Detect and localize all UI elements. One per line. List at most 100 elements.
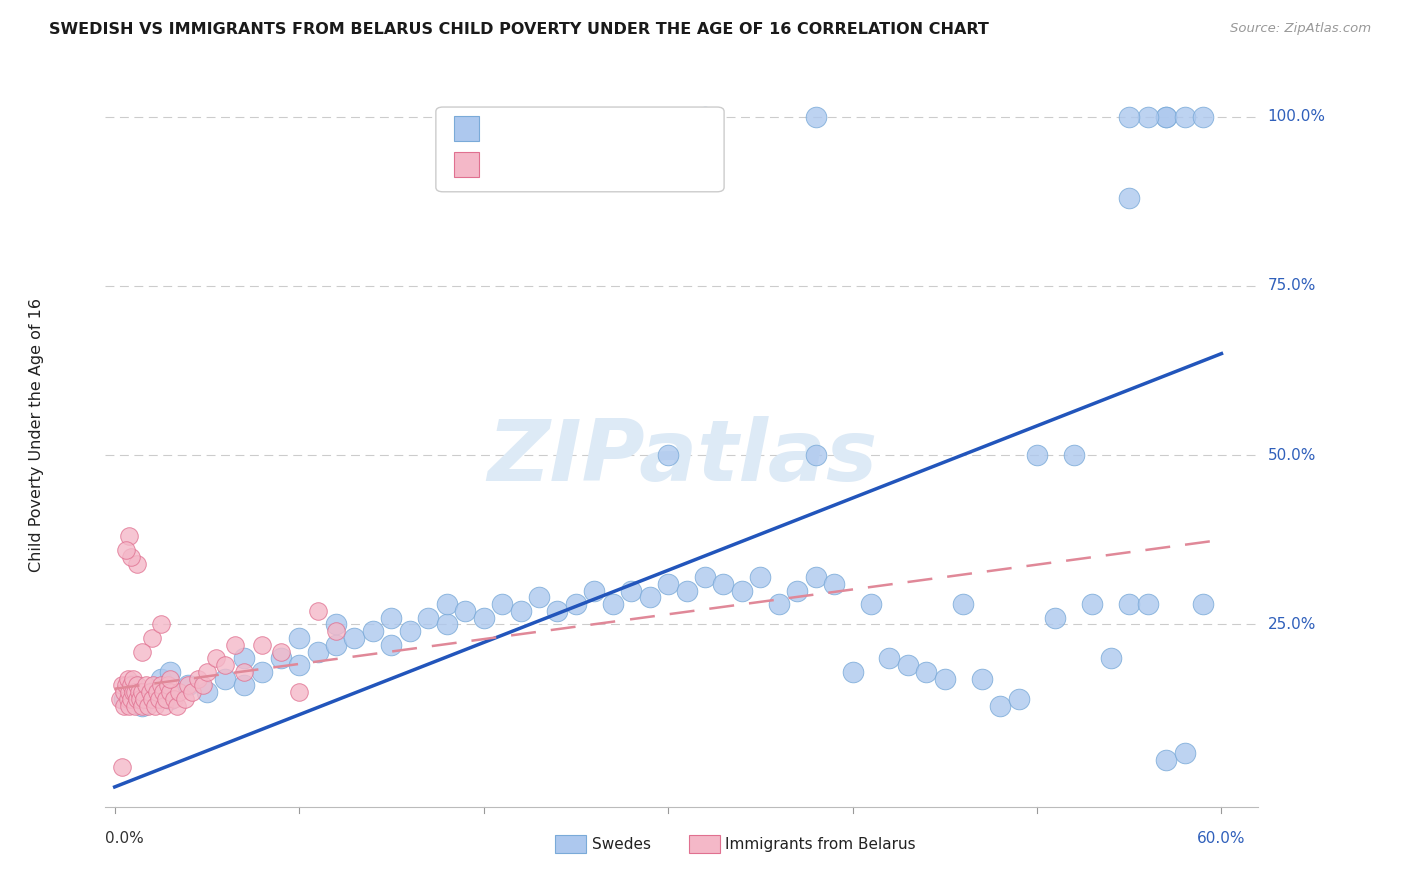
Point bbox=[1136, 110, 1159, 124]
Text: Child Poverty Under the Age of 16: Child Poverty Under the Age of 16 bbox=[28, 298, 44, 572]
Point bbox=[768, 597, 790, 611]
Point bbox=[125, 692, 148, 706]
Point bbox=[1063, 448, 1085, 462]
Point bbox=[112, 692, 135, 706]
Point bbox=[1192, 597, 1215, 611]
Point bbox=[120, 692, 142, 706]
Point bbox=[859, 597, 882, 611]
Point bbox=[1174, 110, 1197, 124]
Point bbox=[138, 685, 160, 699]
Point bbox=[527, 591, 550, 605]
Point bbox=[114, 678, 136, 692]
Text: N = 63: N = 63 bbox=[633, 156, 690, 174]
Point bbox=[149, 672, 172, 686]
Point bbox=[952, 597, 974, 611]
Point bbox=[418, 610, 440, 624]
Point bbox=[252, 665, 274, 679]
Text: R = 0.556: R = 0.556 bbox=[491, 120, 574, 138]
Point bbox=[117, 692, 139, 706]
Point bbox=[638, 591, 661, 605]
Point bbox=[195, 685, 218, 699]
Point bbox=[380, 610, 402, 624]
Point bbox=[288, 631, 311, 645]
Point bbox=[136, 698, 159, 713]
Point bbox=[288, 658, 311, 673]
Point bbox=[143, 698, 166, 713]
Text: 100.0%: 100.0% bbox=[1268, 109, 1326, 124]
Point bbox=[343, 631, 366, 645]
Point bbox=[142, 678, 165, 692]
Point bbox=[491, 597, 513, 611]
Point bbox=[177, 678, 200, 692]
Point bbox=[125, 678, 148, 692]
Point bbox=[148, 692, 170, 706]
Point bbox=[583, 583, 606, 598]
Point bbox=[436, 617, 458, 632]
Point bbox=[786, 583, 808, 598]
Point bbox=[325, 624, 347, 639]
Point bbox=[181, 685, 204, 699]
Point bbox=[398, 624, 420, 639]
Point bbox=[153, 698, 176, 713]
Point bbox=[159, 685, 181, 699]
Point bbox=[325, 638, 347, 652]
Point bbox=[934, 672, 956, 686]
Point bbox=[232, 665, 254, 679]
Point bbox=[270, 651, 292, 665]
Point bbox=[1026, 448, 1049, 462]
Point bbox=[252, 638, 274, 652]
Point bbox=[134, 692, 156, 706]
Point bbox=[118, 529, 141, 543]
Point bbox=[307, 644, 329, 658]
Point bbox=[193, 678, 215, 692]
Point bbox=[509, 604, 531, 618]
Point bbox=[205, 651, 228, 665]
Text: Immigrants from Belarus: Immigrants from Belarus bbox=[725, 838, 917, 852]
Point bbox=[155, 692, 177, 706]
Point bbox=[167, 685, 190, 699]
Point bbox=[232, 651, 254, 665]
Point bbox=[195, 665, 218, 679]
Point bbox=[1045, 610, 1067, 624]
Point bbox=[1007, 692, 1029, 706]
Point bbox=[879, 651, 901, 665]
Point bbox=[159, 665, 181, 679]
Text: N = 72: N = 72 bbox=[633, 120, 690, 138]
Point bbox=[141, 685, 163, 699]
Point bbox=[1154, 753, 1177, 767]
Point bbox=[146, 685, 169, 699]
Point bbox=[1154, 110, 1177, 124]
Point bbox=[565, 597, 588, 611]
Point bbox=[897, 658, 920, 673]
Text: SWEDISH VS IMMIGRANTS FROM BELARUS CHILD POVERTY UNDER THE AGE OF 16 CORRELATION: SWEDISH VS IMMIGRANTS FROM BELARUS CHILD… bbox=[49, 22, 988, 37]
Point bbox=[823, 577, 845, 591]
Point bbox=[657, 448, 679, 462]
Point bbox=[131, 685, 153, 699]
Point bbox=[131, 698, 153, 713]
Text: Swedes: Swedes bbox=[592, 838, 651, 852]
Point bbox=[111, 759, 134, 773]
Point bbox=[108, 692, 131, 706]
Point bbox=[1081, 597, 1104, 611]
Point bbox=[131, 698, 153, 713]
Point bbox=[122, 678, 145, 692]
Point bbox=[128, 685, 150, 699]
Point bbox=[988, 698, 1011, 713]
Point bbox=[214, 658, 236, 673]
Point bbox=[112, 698, 135, 713]
Point bbox=[177, 678, 200, 692]
Point bbox=[149, 678, 172, 692]
Point bbox=[131, 644, 153, 658]
Point bbox=[159, 672, 181, 686]
Point bbox=[1118, 110, 1140, 124]
Point bbox=[122, 672, 145, 686]
Point bbox=[288, 685, 311, 699]
Point bbox=[436, 597, 458, 611]
Text: R = 0.051: R = 0.051 bbox=[491, 156, 574, 174]
Point bbox=[713, 577, 735, 591]
Point bbox=[187, 672, 209, 686]
Point bbox=[124, 698, 146, 713]
Point bbox=[125, 557, 148, 571]
Point bbox=[1154, 110, 1177, 124]
Point bbox=[118, 698, 141, 713]
